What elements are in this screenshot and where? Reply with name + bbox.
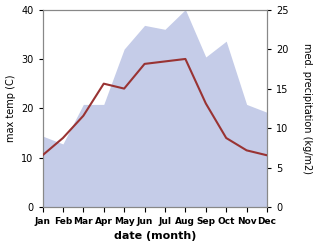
Y-axis label: max temp (C): max temp (C) xyxy=(5,75,16,142)
Y-axis label: med. precipitation (kg/m2): med. precipitation (kg/m2) xyxy=(302,43,313,174)
X-axis label: date (month): date (month) xyxy=(114,231,196,242)
